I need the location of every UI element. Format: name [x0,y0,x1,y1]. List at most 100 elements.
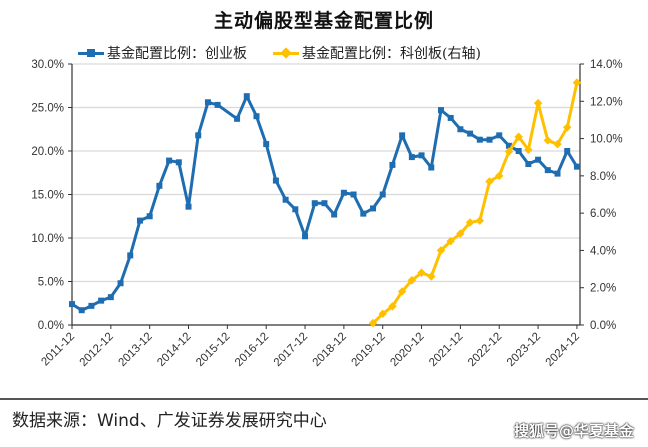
divider [0,398,648,400]
right-tick-label: 12.0% [590,96,623,108]
square-marker [195,132,202,139]
x-tick-label: 2022-12 [466,331,504,369]
diamond-marker [533,98,543,108]
square-marker [69,301,75,308]
square-marker [78,307,85,314]
square-marker [340,189,347,196]
plot-area: 0.0% 5.0% 10.0% 15.0% 20.0% 25.0% 30.0% 0.0% 2.0… [31,59,623,369]
square-marker [399,132,406,139]
x-tick-label: 2024-12 [544,331,582,369]
square-marker [136,217,143,224]
square-marker [146,213,153,220]
left-tick-label: 10.0% [31,233,64,245]
square-marker [408,154,415,161]
diamond-marker [475,216,485,225]
square-marker [88,302,95,309]
watermark: 搜狐号@华夏基金 [513,422,634,440]
square-marker [127,252,134,259]
right-tick-label: 0.0% [590,320,616,332]
square-marker [486,136,493,143]
square-marker [360,210,367,217]
square-marker [282,196,289,203]
right-tick-label: 4.0% [590,245,616,257]
square-marker [428,164,435,171]
source-note: 数据来源：Wind、广发证券发展研究中心 [12,411,327,431]
square-marker [98,297,105,304]
square-marker [437,107,444,114]
x-tick-label: 2015-12 [194,331,232,369]
chinext-line [71,94,579,312]
diamond-marker [494,171,504,181]
x-tick-label: 2017-12 [272,331,310,369]
square-marker [253,113,260,120]
legend-item-chinext: 基金配置比例：创业板 [78,43,247,63]
gridlines [72,63,580,283]
square-marker [302,233,309,240]
square-marker [515,148,522,154]
x-tick-label: 2014-12 [155,331,193,369]
diamond-marker [465,218,475,227]
square-marker [350,191,357,198]
left-tick-label: 20.0% [31,146,64,158]
square-marker [331,211,338,218]
square-marker [525,161,532,168]
square-marker [370,205,377,212]
square-marker [447,114,454,121]
right-tick-label: 8.0% [590,171,616,183]
right-tick-label: 2.0% [590,283,616,295]
x-tick-label: 2011-12 [39,331,77,369]
square-marker [544,167,551,174]
right-tick-label: 14.0% [590,59,623,71]
x-tick-label: 2019-12 [350,331,388,369]
left-tick-label: 30.0% [31,59,64,71]
square-marker [117,280,124,287]
star-market-line [371,82,579,325]
square-marker [234,115,241,122]
legend-diamond-marker-icon [273,51,299,55]
square-marker [496,132,503,139]
diamond-marker [456,229,465,238]
x-tick-label: 2023-12 [505,331,543,369]
legend-square-marker-icon [78,48,104,57]
right-tick-label: 6.0% [590,208,616,220]
right-tick-label: 10.0% [590,134,623,146]
left-tick-label: 25.0% [31,103,64,115]
legend-label-chinext: 基金配置比例：创业板 [107,46,247,62]
x-tick-label: 2018-12 [311,331,349,369]
diamond-marker [407,276,417,285]
square-marker [505,142,512,149]
square-marker [457,126,464,133]
legend-item-star-market: 基金配置比例：科创板(右轴) [273,43,481,63]
x-tick-label: 2012-12 [78,331,116,369]
left-tick-label: 0.0% [38,320,64,332]
diamond-marker [485,177,494,186]
x-tick-label: 2020-12 [388,331,426,369]
square-marker [535,156,542,163]
diamond-marker [436,246,446,255]
diamond-marker [446,236,455,246]
square-marker [175,159,182,166]
square-marker [573,163,580,170]
diamond-marker [368,318,378,328]
legend-label-star-market: 基金配置比例：科创板(右轴) [302,46,481,62]
square-marker [321,200,328,207]
square-marker [166,157,173,164]
square-marker [272,177,279,184]
square-marker [564,148,571,154]
diamond-marker [378,309,387,319]
data-series [69,78,582,328]
square-marker [554,170,561,177]
x-tick-label: 2016-12 [233,331,271,369]
square-marker [243,93,250,100]
square-marker [263,141,270,148]
square-marker [311,200,318,207]
diamond-marker [417,268,426,278]
x-tick-label: 2021-12 [427,331,465,369]
square-marker [467,130,474,137]
square-marker [156,182,163,189]
square-marker [214,101,221,108]
square-marker [418,152,425,159]
square-marker [476,136,483,143]
square-marker [107,294,114,301]
diamond-marker [397,287,407,296]
